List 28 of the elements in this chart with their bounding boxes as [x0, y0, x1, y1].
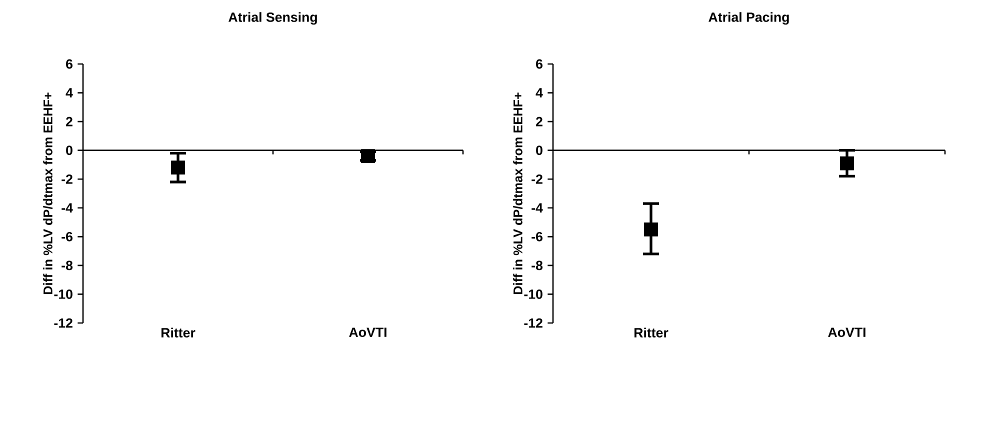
y-tick-label: 0: [536, 146, 542, 156]
y-tick-label: 6: [536, 59, 542, 69]
y-tick-label: -2: [532, 174, 542, 184]
y-axis-title: Diff in %LV dP/dtmax from EEHF+: [513, 92, 523, 294]
chart-title: Atrial Sensing: [228, 12, 317, 25]
x-tick-label: Ritter: [162, 328, 196, 338]
y-tick-label: -4: [532, 203, 543, 212]
y-tick-label: -8: [62, 260, 73, 270]
chart-title: Atrial Pacing: [708, 12, 789, 25]
x-tick-label: AoVTI: [828, 328, 866, 337]
y-tick-label: -10: [524, 289, 542, 299]
y-tick-label: -4: [62, 203, 73, 212]
y-tick-label: -10: [54, 289, 72, 299]
y-tick-label: -6: [532, 232, 542, 242]
y-tick-label: 6: [66, 59, 72, 69]
y-tick-label: -12: [54, 318, 72, 328]
y-tick-label: -12: [524, 318, 542, 328]
y-tick-label: 0: [66, 146, 72, 156]
y-tick-label: -8: [532, 260, 543, 270]
y-axis-title: Diff in %LV dP/dtmax from EEHF+: [43, 92, 53, 294]
x-tick-label: Ritter: [634, 328, 668, 338]
y-tick-label: 2: [536, 116, 542, 126]
y-tick-label: 4: [66, 88, 73, 98]
y-tick-label: -2: [62, 174, 72, 184]
x-tick-label: AoVTI: [349, 328, 386, 337]
y-tick-label: -6: [62, 232, 72, 242]
y-tick-label: 2: [66, 116, 72, 126]
y-tick-label: 4: [536, 88, 543, 98]
